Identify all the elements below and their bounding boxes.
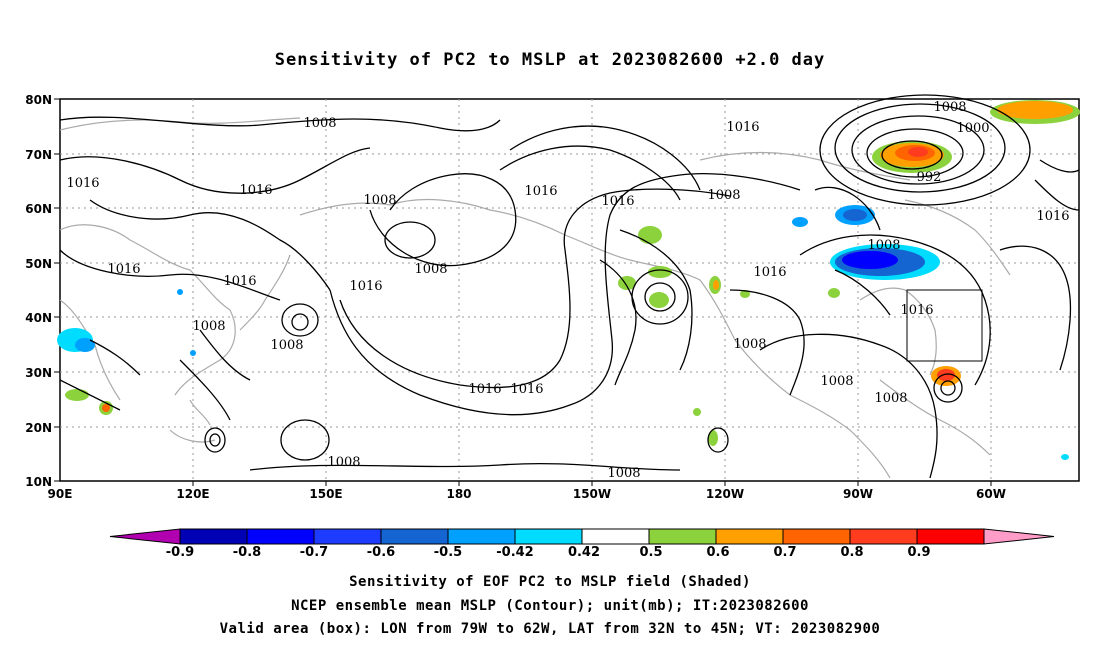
caption-line-2: NCEP ensemble mean MSLP (Contour); unit(… [291, 598, 809, 614]
lon-label: 150W [573, 487, 611, 501]
lat-label: 50N [25, 257, 52, 271]
contour-label: 1008 [192, 319, 225, 334]
colorbar-label: -0.42 [496, 545, 533, 560]
contour-label: 1008 [607, 466, 640, 481]
lat-label: 30N [25, 366, 52, 380]
lon-ticks [192, 481, 992, 486]
contour-label: 1016 [510, 382, 543, 397]
colorbar-label: 0.8 [840, 545, 863, 560]
contour-label: 992 [917, 170, 942, 185]
caption-line-3: Valid area (box): LON from 79W to 62W, L… [219, 621, 881, 637]
contour-label: 1008 [303, 116, 336, 131]
colorbar-segment [916, 528, 985, 545]
colorbar-segment [581, 528, 650, 545]
colorbar-label: -0.8 [233, 545, 261, 560]
lat-label: 40N [25, 311, 52, 325]
lon-label: 120E [176, 487, 209, 501]
contour-label: 1016 [223, 274, 256, 289]
lon-label: 90E [48, 487, 73, 501]
contour-label: 1016 [753, 265, 786, 280]
lon-label: 120W [706, 487, 744, 501]
colorbar-arrow-high [983, 528, 1055, 545]
coastlines [59, 117, 1011, 479]
colorbar-label: -0.6 [367, 545, 395, 560]
contour-label: 1008 [933, 100, 966, 115]
colorbar-label: -0.9 [166, 545, 194, 560]
contour-labels: 1008 1016 1016 1008 1016 1008 1016 1016 … [66, 0, 1069, 481]
contour-label: 1008 [363, 193, 396, 208]
contour-label: 1008 [414, 262, 447, 277]
colorbar-label: 0.7 [773, 545, 796, 560]
contour-label: 1016 [66, 176, 99, 191]
lat-label: 60N [25, 202, 52, 216]
lon-label: 90W [843, 487, 873, 501]
colorbar-segment [514, 528, 583, 545]
lat-label: 10N [25, 475, 52, 489]
contour-label: 1008 [327, 455, 360, 470]
contour-label: 1008 [733, 337, 766, 352]
lon-label: 60W [976, 487, 1006, 501]
contour-label: 1016 [468, 382, 501, 397]
map-title: Sensitivity of PC2 to MSLP at 2023082600… [274, 50, 826, 70]
contour-label: 1008 [270, 338, 303, 353]
colorbar-segment [447, 528, 516, 545]
grid-lines [60, 99, 1079, 481]
colorbar-segment [179, 528, 248, 545]
colorbar [109, 528, 1055, 545]
colorbar-segment [715, 528, 784, 545]
lon-labels: 90E 120E 150E 180 150W 120W 90W 60W [48, 487, 1006, 501]
colorbar-label: 0.9 [907, 545, 930, 560]
contour-label: 1000 [956, 121, 989, 136]
colorbar-label: 0.5 [639, 545, 662, 560]
contour-label: 1008 [874, 391, 907, 406]
colorbar-segment [648, 528, 717, 545]
contour-label: 1016 [1019, 0, 1052, 4]
contour-label: 1016 [601, 194, 634, 209]
caption-line-1: Sensitivity of EOF PC2 to MSLP field (Sh… [349, 574, 751, 590]
lat-labels: 80N 70N 60N 50N 40N 30N 20N 10N [25, 93, 52, 489]
colorbar-segment [380, 528, 449, 545]
colorbar-label: 0.6 [706, 545, 729, 560]
lat-label: 80N [25, 93, 52, 107]
lat-label: 70N [25, 148, 52, 162]
colorbar-arrow-low [109, 528, 181, 545]
sensitivity-shading [57, 100, 1080, 460]
colorbar-segment [849, 528, 918, 545]
contour-label: 1016 [1036, 209, 1069, 224]
lon-label: 180 [446, 487, 471, 501]
contour-label: 1008 [707, 188, 740, 203]
contour-label: 1016 [900, 303, 933, 318]
contour-label: 1016 [524, 184, 557, 199]
colorbar-label: -0.7 [300, 545, 328, 560]
lat-label: 20N [25, 421, 52, 435]
colorbar-segment [313, 528, 382, 545]
colorbar-label: -0.5 [434, 545, 462, 560]
contour-label: 1016 [107, 262, 140, 277]
colorbar-labels: -0.9 -0.8 -0.7 -0.6 -0.5 -0.42 0.42 0.5 … [166, 545, 931, 560]
colorbar-label: 0.42 [568, 545, 600, 560]
contour-label: 1008 [867, 238, 900, 253]
lat-ticks [54, 98, 60, 482]
colorbar-segment [782, 528, 851, 545]
colorbar-segment [246, 528, 315, 545]
contour-label: 1016 [726, 120, 759, 135]
contour-label: 1008 [820, 374, 853, 389]
lon-label: 150E [309, 487, 342, 501]
contour-label: 1016 [349, 279, 382, 294]
valid-area-box [906, 289, 983, 362]
contour-label: 1016 [239, 183, 272, 198]
